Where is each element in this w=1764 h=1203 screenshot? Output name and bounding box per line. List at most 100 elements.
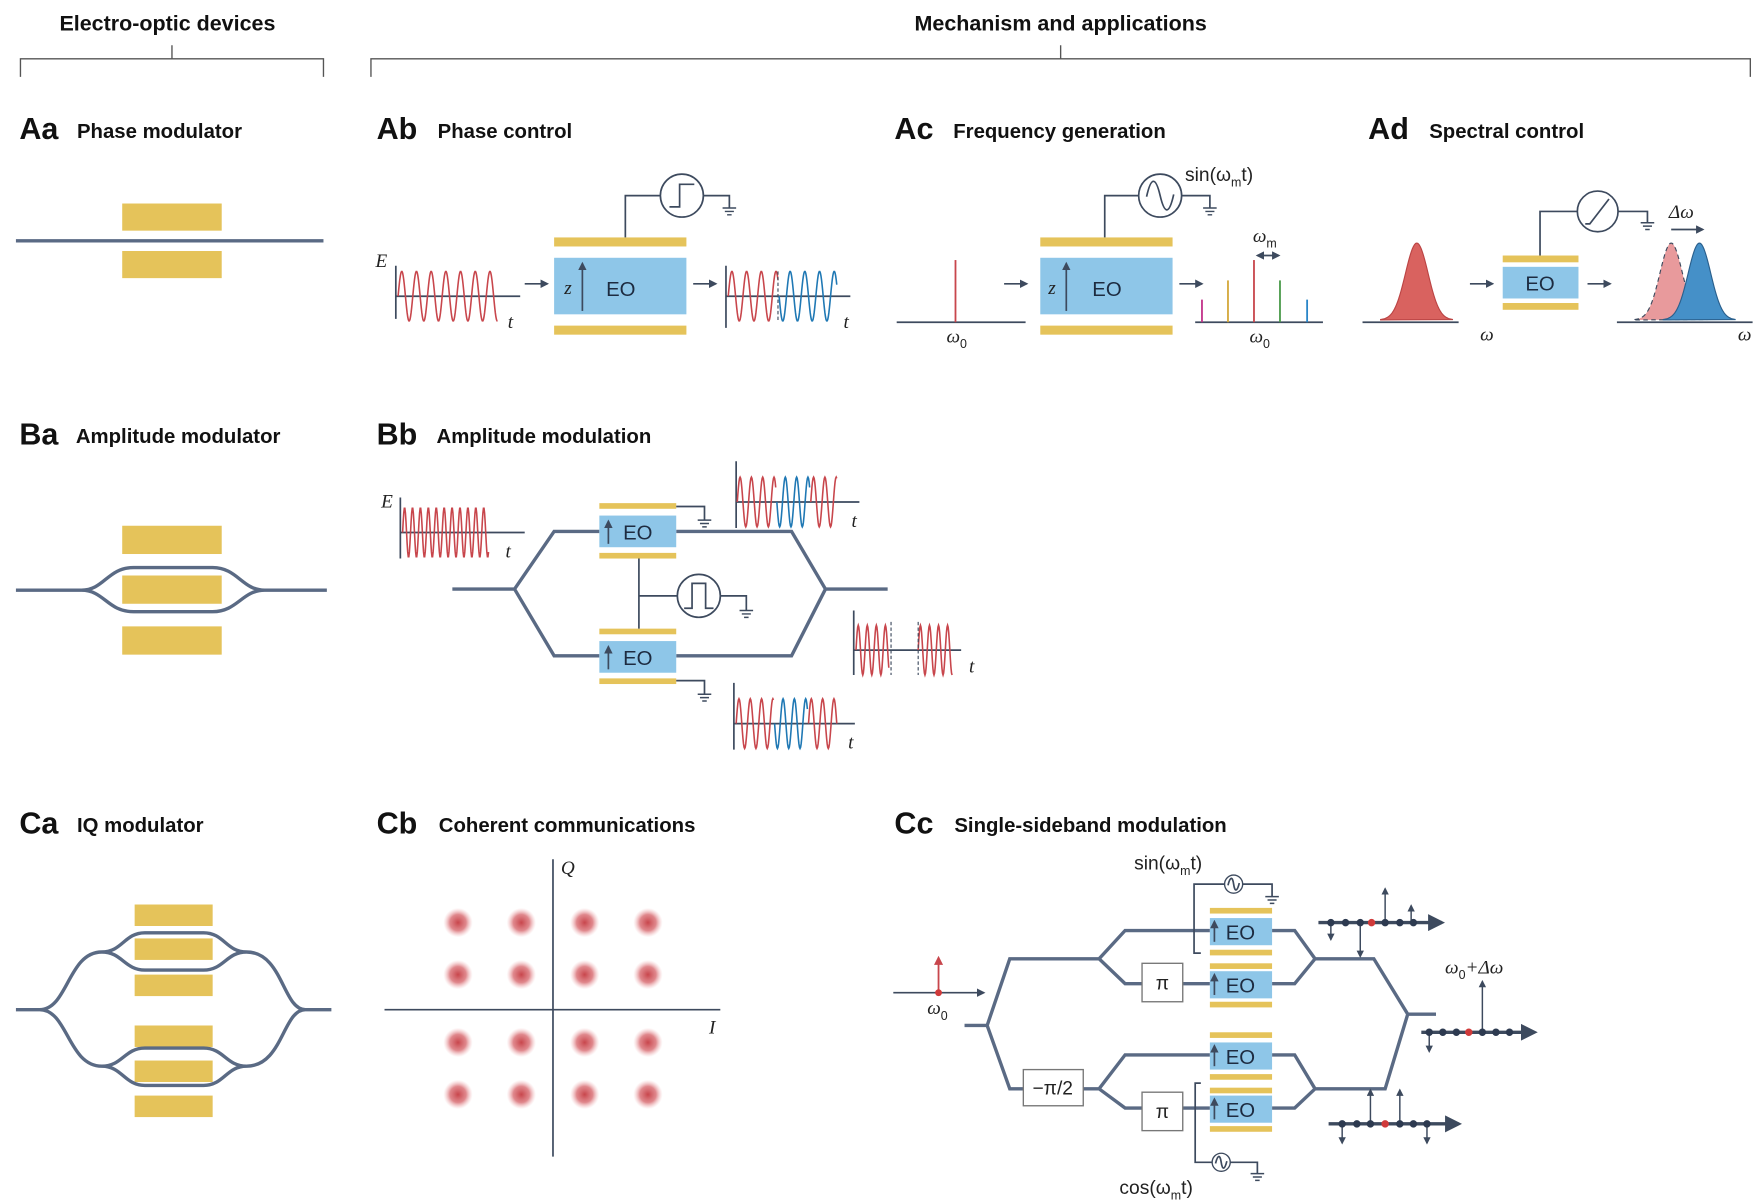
z-label: z: [563, 278, 572, 299]
red-wave: [855, 622, 890, 678]
spectral-control-diagram: ω EO Δω ω: [1362, 190, 1753, 345]
electrode: [1209, 963, 1273, 969]
eo-label: EO: [606, 279, 635, 301]
constellation-point: [443, 907, 473, 938]
panel-title-ad: Spectral control: [1429, 121, 1584, 143]
sine-voltage-source-icon: [1223, 874, 1244, 894]
red-wave: [736, 475, 777, 529]
constellation-point: [633, 907, 663, 938]
sideband-spectra: [1318, 887, 1538, 1145]
electrode: [599, 678, 677, 685]
drive-wires: [1193, 883, 1273, 1174]
electrode: [599, 552, 677, 559]
omega0-label: ω0: [1249, 327, 1270, 352]
omega-label: ω: [1480, 324, 1494, 345]
electrode: [122, 626, 222, 655]
electrode: [554, 325, 687, 335]
electrode: [1209, 1001, 1273, 1008]
eo-labels: EO EO EO EO: [1210, 919, 1255, 1122]
delta-omega-label: Δω: [1668, 202, 1694, 223]
electrode: [1209, 949, 1273, 956]
pi-label: π: [1156, 973, 1169, 994]
q-axis-label: Q: [561, 858, 575, 879]
sideband-dot: [1492, 1028, 1500, 1037]
sideband-dot: [1478, 1028, 1487, 1037]
phase-shifter-pi: π: [1141, 962, 1184, 1003]
red-wave: [917, 622, 953, 678]
sideband-dot: [1381, 918, 1389, 927]
time-label: t: [851, 511, 857, 532]
ground-icon: [1265, 895, 1279, 905]
lower-wave-axes: [733, 682, 855, 750]
panel-letter-cb: Cb: [377, 806, 418, 840]
panel-letter-bb: Bb: [377, 417, 418, 451]
electrode: [134, 1060, 213, 1083]
constellation-point: [633, 959, 663, 990]
sideband-dot: [1452, 1028, 1461, 1037]
carrier-dot: [1465, 1028, 1473, 1037]
ground-icon: [739, 609, 754, 619]
carrier-dot: [1367, 918, 1376, 927]
electrode: [134, 1025, 213, 1047]
time-label: t: [844, 312, 850, 333]
time-label: t: [508, 312, 514, 333]
input-spectrum: [1380, 242, 1454, 321]
electrode: [1209, 1087, 1273, 1094]
sideband-dot: [1409, 1120, 1418, 1128]
ramp-voltage-source-icon: [1576, 190, 1619, 233]
eo-crystal: [1209, 971, 1273, 999]
eo-label: EO: [1226, 976, 1255, 998]
red-wave: [397, 270, 498, 322]
sideband-spectrum: [1421, 979, 1538, 1053]
panel-title-cc: Single-sideband modulation: [954, 815, 1226, 837]
panel-title-ab: Phase control: [438, 121, 573, 143]
eo-crystal: [554, 257, 687, 315]
upper-wave-axes: [735, 461, 860, 529]
constellation-point: [506, 1079, 537, 1110]
constellation-point: [443, 1027, 473, 1058]
frequency-generation-diagram: ω0 z EO sin(ωmt) ωm ω0: [896, 165, 1323, 352]
electrode: [1209, 1074, 1273, 1080]
constellation-points: [443, 907, 663, 1110]
sideband-dot: [1396, 1120, 1404, 1128]
eo-crystal: [1209, 918, 1273, 946]
sin-drive-label: sin(ωmt): [1185, 165, 1253, 190]
wire: [1103, 194, 1211, 238]
panel-letter-ab: Ab: [377, 112, 418, 146]
pi-label: π: [1156, 1102, 1169, 1123]
constellation-point: [569, 1027, 600, 1058]
mechanism-bracket: [370, 45, 1752, 77]
electrode: [554, 237, 687, 247]
panel-title-ba: Amplitude modulator: [76, 426, 281, 448]
constellation-point: [506, 959, 537, 990]
electrode: [1209, 1126, 1273, 1132]
electrode: [122, 525, 222, 555]
sideband-dot: [1356, 918, 1364, 927]
sideband-dot: [1505, 1028, 1514, 1037]
single-sideband-diagram: ω0 −π/2 π π EO EO EO: [893, 853, 1538, 1203]
panel-title-ca: IQ modulator: [77, 815, 204, 837]
wire: [1539, 210, 1649, 256]
e-field-label: E: [374, 251, 387, 272]
omega0-label: ω0: [927, 998, 948, 1023]
iq-modulator-device: [15, 904, 332, 1118]
mach-zehnder-waveguide: [452, 529, 888, 658]
electrode: [134, 974, 213, 997]
panel-letter-cc: Cc: [894, 806, 933, 840]
electrode: [599, 628, 677, 635]
phase-shifter-minus-pi-half: −π/2: [1022, 1068, 1084, 1107]
panel-title-aa: Phase modulator: [77, 121, 242, 143]
blue-wave: [778, 270, 838, 322]
omegam-label: ωm: [1253, 226, 1277, 251]
phase-shifted-wave: [727, 270, 838, 322]
eo-crystal: [1209, 1042, 1273, 1070]
constellation-diagram: Q I: [384, 858, 721, 1157]
e-field-label: E: [380, 492, 393, 513]
eo-label: EO: [1226, 923, 1255, 945]
sideband-dot: [1353, 1120, 1361, 1128]
electrode: [1209, 907, 1273, 914]
lower-arm-wave: [735, 696, 838, 751]
output-pulse-wave: [855, 621, 953, 678]
constellation-point: [569, 959, 600, 990]
